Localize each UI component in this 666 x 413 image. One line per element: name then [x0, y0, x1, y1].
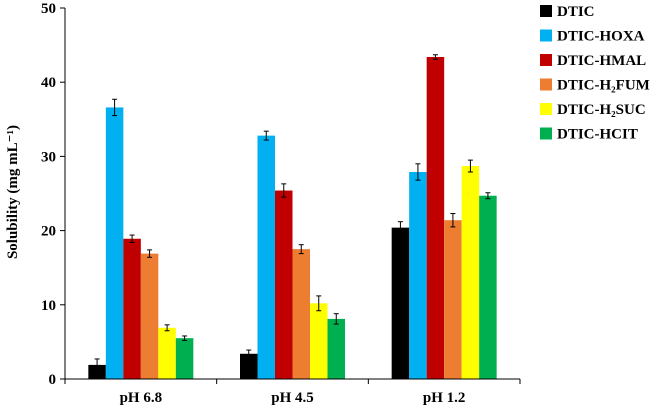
plot-area	[88, 54, 497, 380]
y-tick-label: 0	[49, 372, 57, 388]
bar	[275, 190, 293, 379]
bar	[123, 238, 141, 379]
bar	[310, 303, 328, 379]
legend-label: DTIC-H₂FUM	[557, 78, 650, 94]
bar	[140, 253, 159, 379]
axes: 0 10 20 30 40 50 pH 6.8 pH 4.5 pH 1.2	[41, 1, 521, 406]
bar	[327, 318, 345, 379]
legend: DTIC DTIC-HOXA DTIC-HMAL DTIC-H₂FUM DTIC-H₂S…	[540, 4, 650, 143]
legend-swatch	[540, 5, 552, 17]
bar	[257, 135, 275, 379]
legend-label: DTIC-HMAL	[557, 53, 646, 69]
legend-label: DTIC-H₂SUC	[557, 102, 646, 118]
y-tick-label: 40	[41, 75, 56, 91]
x-category-label: pH 1.2	[423, 390, 466, 406]
legend-swatch	[540, 103, 552, 115]
bar	[175, 338, 194, 379]
legend-swatch	[540, 78, 552, 91]
y-tick-label: 10	[41, 298, 56, 314]
legend-label: DTIC-HCIT	[557, 127, 638, 143]
legend-label: DTIC-HOXA	[557, 29, 645, 45]
bar	[158, 327, 176, 379]
bar	[461, 166, 480, 379]
y-tick-label: 50	[41, 1, 56, 17]
x-category-label: pH 4.5	[271, 390, 314, 406]
bar	[240, 353, 258, 379]
legend-swatch	[540, 54, 552, 66]
bar	[444, 220, 462, 379]
y-axis-title: Solubility (mg mL⁻¹)	[5, 125, 21, 259]
bar	[409, 171, 427, 379]
bar	[391, 227, 410, 379]
y-tick-label: 20	[41, 224, 56, 240]
bar	[292, 249, 310, 379]
legend-swatch	[540, 127, 552, 140]
x-category-label: pH 6.8	[120, 390, 163, 406]
legend-swatch	[540, 29, 552, 42]
y-tick-label: 30	[41, 149, 56, 165]
bar	[88, 364, 106, 379]
bar	[105, 107, 124, 379]
bar	[426, 56, 445, 380]
bar	[479, 195, 497, 379]
legend-label: DTIC	[557, 4, 595, 20]
